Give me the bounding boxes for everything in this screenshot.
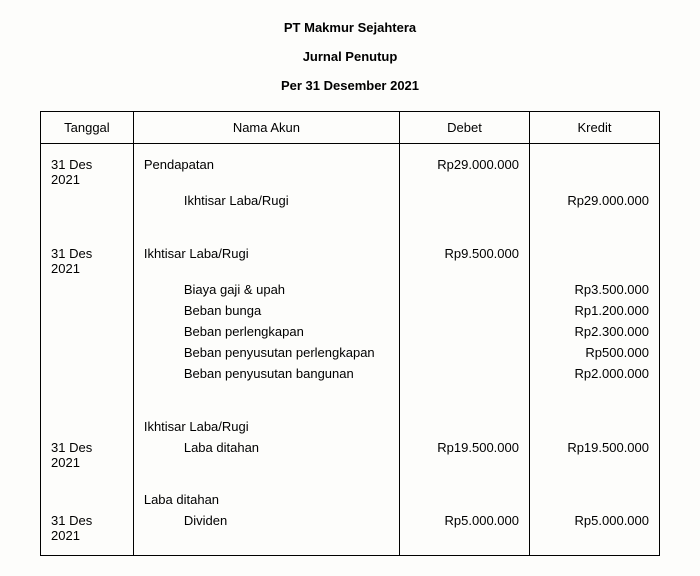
cell-debit: Rp9.500.000 bbox=[400, 243, 530, 279]
cell-credit: Rp2.000.000 bbox=[529, 363, 659, 384]
table-header-row: Tanggal Nama Akun Debet Kredit bbox=[41, 112, 660, 144]
cell-date: 31 Des 2021 bbox=[41, 154, 134, 190]
cell-credit: Rp1.200.000 bbox=[529, 300, 659, 321]
cell-account-sub: Biaya gaji & upah bbox=[144, 282, 285, 297]
document-period: Per 31 Desember 2021 bbox=[40, 78, 660, 93]
cell-credit: Rp19.500.000 bbox=[529, 437, 659, 473]
cell-debit: Rp19.500.000 bbox=[400, 437, 530, 473]
table-row: Biaya gaji & upah Rp3.500.000 bbox=[41, 279, 660, 300]
table-row: Beban penyusutan bangunan Rp2.000.000 bbox=[41, 363, 660, 384]
cell-account-sub: Beban penyusutan perlengkapan bbox=[144, 345, 375, 360]
col-header-credit: Kredit bbox=[529, 112, 659, 144]
journal-table: Tanggal Nama Akun Debet Kredit 31 Des 20… bbox=[40, 111, 660, 556]
cell-debit: Rp5.000.000 bbox=[400, 510, 530, 546]
cell-account-sub: Ikhtisar Laba/Rugi bbox=[144, 193, 289, 208]
cell-credit: Rp29.000.000 bbox=[529, 190, 659, 211]
table-row: Beban perlengkapan Rp2.300.000 bbox=[41, 321, 660, 342]
document-title: Jurnal Penutup bbox=[40, 49, 660, 64]
table-row: Ikhtisar Laba/Rugi Rp29.000.000 bbox=[41, 190, 660, 211]
col-header-date: Tanggal bbox=[41, 112, 134, 144]
cell-account-sub: Laba ditahan bbox=[144, 440, 259, 455]
cell-account: Ikhtisar Laba/Rugi bbox=[133, 243, 399, 279]
table-row: 31 Des 2021 Laba ditahan Rp19.500.000 Rp… bbox=[41, 437, 660, 473]
table-row: Laba ditahan bbox=[41, 489, 660, 510]
cell-account-sub: Beban perlengkapan bbox=[144, 324, 304, 339]
cell-credit bbox=[529, 154, 659, 190]
cell-account-sub: Beban bunga bbox=[144, 303, 261, 318]
company-name: PT Makmur Sejahtera bbox=[40, 20, 660, 35]
cell-credit: Rp3.500.000 bbox=[529, 279, 659, 300]
cell-date: 31 Des 2021 bbox=[41, 510, 134, 546]
col-header-account: Nama Akun bbox=[133, 112, 399, 144]
table-row: 31 Des 2021 Pendapatan Rp29.000.000 bbox=[41, 154, 660, 190]
table-row: 31 Des 2021 Ikhtisar Laba/Rugi Rp9.500.0… bbox=[41, 243, 660, 279]
cell-account-sub: Beban penyusutan bangunan bbox=[144, 366, 354, 381]
cell-date: 31 Des 2021 bbox=[41, 243, 134, 279]
table-row: Ikhtisar Laba/Rugi bbox=[41, 416, 660, 437]
cell-date: 31 Des 2021 bbox=[41, 437, 134, 473]
cell-credit: Rp2.300.000 bbox=[529, 321, 659, 342]
cell-account: Ikhtisar Laba/Rugi bbox=[133, 416, 399, 437]
cell-account-sub: Dividen bbox=[144, 513, 227, 528]
document-header: PT Makmur Sejahtera Jurnal Penutup Per 3… bbox=[40, 20, 660, 93]
cell-account: Pendapatan bbox=[133, 154, 399, 190]
cell-account: Laba ditahan bbox=[133, 489, 399, 510]
cell-debit: Rp29.000.000 bbox=[400, 154, 530, 190]
table-row: Beban bunga Rp1.200.000 bbox=[41, 300, 660, 321]
cell-credit: Rp5.000.000 bbox=[529, 510, 659, 546]
table-row: Beban penyusutan perlengkapan Rp500.000 bbox=[41, 342, 660, 363]
table-row: 31 Des 2021 Dividen Rp5.000.000 Rp5.000.… bbox=[41, 510, 660, 546]
col-header-debit: Debet bbox=[400, 112, 530, 144]
cell-credit: Rp500.000 bbox=[529, 342, 659, 363]
